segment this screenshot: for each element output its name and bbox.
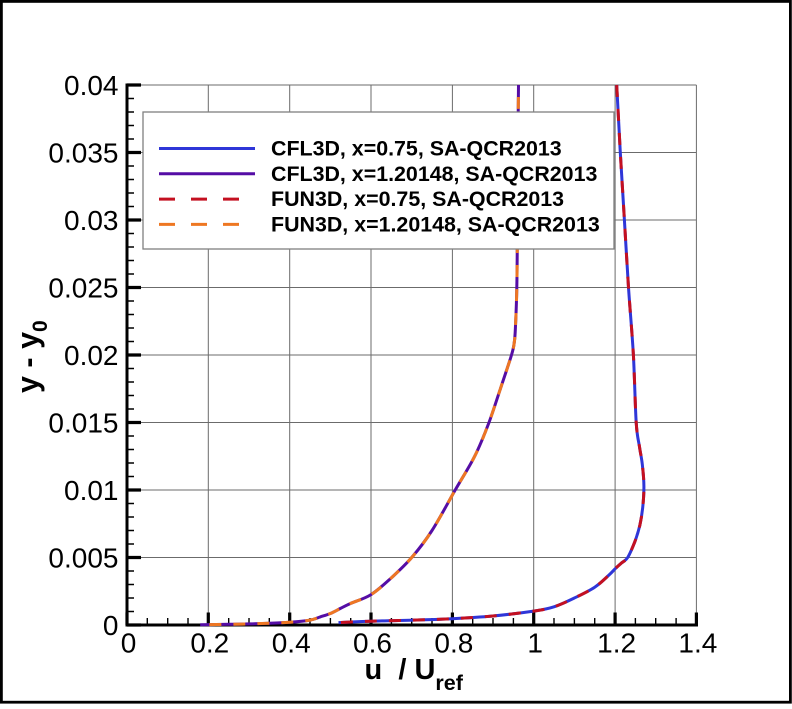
svg-text:CFL3D, x=1.20148, SA-QCR2013: CFL3D, x=1.20148, SA-QCR2013: [271, 162, 597, 186]
svg-text:0: 0: [103, 610, 119, 641]
svg-text:1.2: 1.2: [597, 628, 636, 659]
svg-text:0: 0: [121, 628, 137, 659]
svg-text:0.4: 0.4: [272, 628, 311, 659]
svg-text:0.03: 0.03: [64, 205, 119, 236]
svg-text:0.01: 0.01: [64, 475, 119, 506]
svg-text:0.005: 0.005: [48, 543, 118, 574]
svg-text:0.035: 0.035: [48, 138, 118, 169]
svg-text:FUN3D, x=0.75, SA-QCR2013: FUN3D, x=0.75, SA-QCR2013: [271, 187, 564, 211]
svg-text:0.04: 0.04: [64, 70, 119, 101]
svg-text:0.8: 0.8: [434, 628, 473, 659]
svg-text:FUN3D, x=1.20148, SA-QCR2013: FUN3D, x=1.20148, SA-QCR2013: [271, 212, 600, 236]
svg-text:1: 1: [527, 628, 543, 659]
svg-text:0.02: 0.02: [64, 340, 119, 371]
svg-text:0.015: 0.015: [48, 408, 118, 439]
svg-text:0.6: 0.6: [353, 628, 392, 659]
svg-text:0.2: 0.2: [190, 628, 229, 659]
svg-text:CFL3D, x=0.75, SA-QCR2013: CFL3D, x=0.75, SA-QCR2013: [271, 137, 562, 161]
svg-text:0.025: 0.025: [48, 273, 118, 304]
svg-text:1.4: 1.4: [678, 628, 717, 659]
